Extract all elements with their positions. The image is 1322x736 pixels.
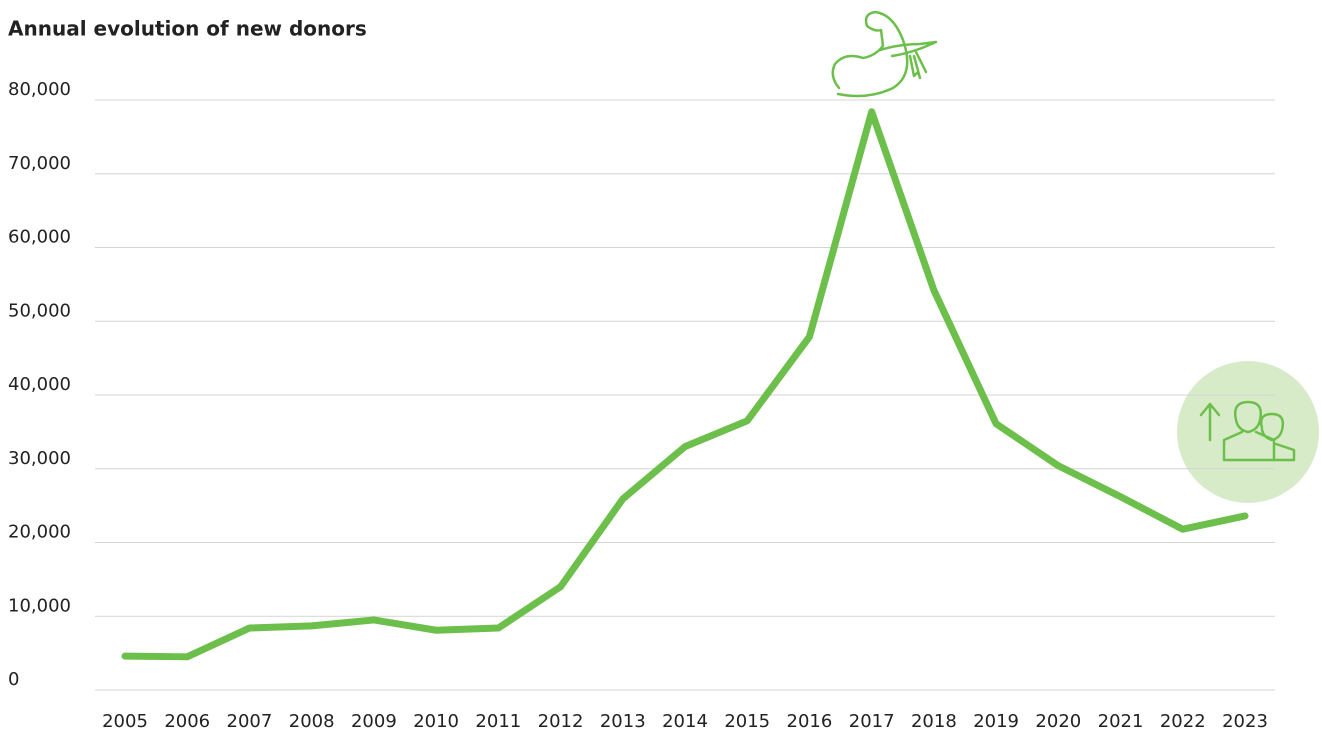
x-tick-label: 2021	[1098, 711, 1144, 732]
arm-icon	[831, 10, 938, 98]
x-tick-label: 2013	[600, 711, 646, 732]
x-tick-label: 2014	[662, 711, 708, 732]
people-icon	[1199, 400, 1296, 462]
y-tick-label: 80,000	[8, 79, 71, 100]
x-tick-label: 2022	[1160, 711, 1206, 732]
x-tick-label: 2017	[849, 711, 895, 732]
x-tick-label: 2011	[475, 711, 521, 732]
y-tick-label: 30,000	[8, 448, 71, 469]
x-tick-label: 2018	[911, 711, 957, 732]
x-tick-label: 2012	[538, 711, 584, 732]
y-tick-label: 60,000	[8, 227, 71, 248]
x-tick-label: 2015	[724, 711, 770, 732]
y-tick-label: 70,000	[8, 153, 71, 174]
y-tick-label: 10,000	[8, 595, 71, 616]
x-tick-label: 2023	[1222, 711, 1268, 732]
x-tick-label: 2005	[102, 711, 148, 732]
chart-title: Annual evolution of new donors	[8, 17, 367, 41]
data-line	[121, 108, 1249, 661]
x-tick-label: 2007	[227, 711, 273, 732]
y-tick-label: 40,000	[8, 374, 71, 395]
x-tick-label: 2010	[413, 711, 459, 732]
y-tick-label: 20,000	[8, 522, 71, 543]
y-tick-label: 50,000	[8, 300, 71, 321]
x-tick-label: 2008	[289, 711, 335, 732]
x-tick-label: 2019	[973, 711, 1019, 732]
x-tick-label: 2020	[1035, 711, 1081, 732]
y-tick-label: 0	[8, 669, 19, 690]
x-tick-label: 2009	[351, 711, 397, 732]
x-tick-label: 2006	[164, 711, 210, 732]
x-tick-label: 2016	[787, 711, 833, 732]
